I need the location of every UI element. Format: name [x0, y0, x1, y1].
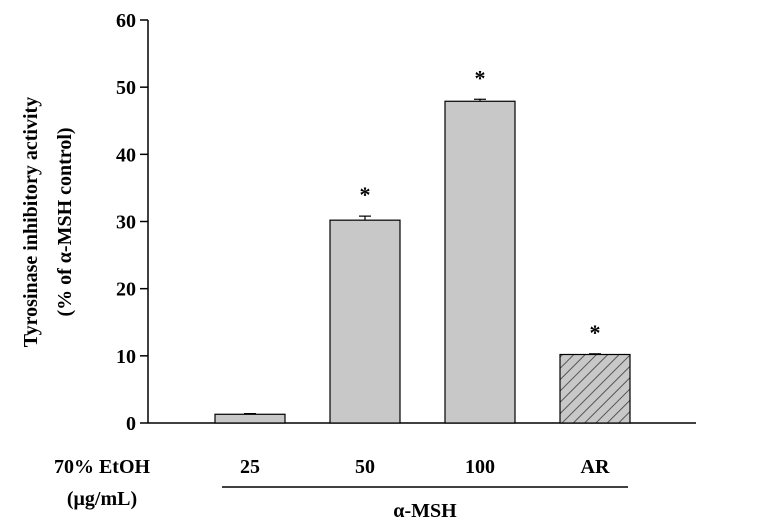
y-tick-label: 20	[116, 279, 136, 301]
x-tick-labels: 25 50 100 AR	[240, 456, 610, 478]
y-ticks: 0 10 20 30 40 50 60	[116, 10, 148, 435]
y-tick-label: 10	[116, 346, 136, 368]
x-tick-label: 100	[465, 456, 495, 478]
significance-marker: *	[360, 182, 371, 207]
y-axis-title: Tyrosinase inhibitory activity (% of α-M…	[20, 97, 76, 347]
bar-50	[329, 219, 401, 424]
x-row-label-line-1: 70% EtOH	[54, 456, 151, 478]
bar-25	[214, 413, 286, 424]
bar-ar	[559, 353, 631, 424]
y-tick-label: 60	[116, 10, 136, 32]
bar-100	[444, 100, 516, 424]
x-row-label-line-2: (μg/mL)	[67, 488, 137, 510]
y-tick-label: 0	[126, 413, 136, 435]
significance-marker: *	[590, 320, 601, 345]
bars: * * *	[214, 65, 631, 424]
x-tick-label: 25	[240, 456, 260, 478]
significance-marker: *	[475, 65, 486, 90]
x-tick-label: 50	[355, 456, 375, 478]
x-tick-label: AR	[581, 456, 610, 478]
group-label: α-MSH	[393, 500, 457, 522]
y-tick-label: 30	[116, 212, 136, 234]
y-tick-label: 40	[116, 144, 136, 166]
y-tick-label: 50	[116, 77, 136, 99]
y-axis-title-line-1: Tyrosinase inhibitory activity	[20, 97, 42, 347]
y-axis-title-line-2: (% of α-MSH control)	[54, 127, 76, 316]
